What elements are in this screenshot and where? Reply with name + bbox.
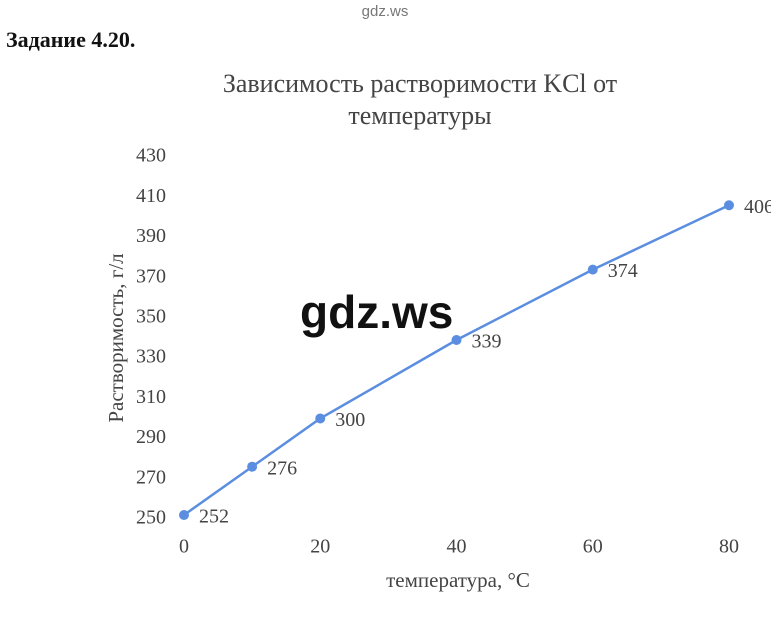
data-point (451, 335, 462, 346)
y-tick-label: 430 (136, 145, 166, 167)
data-label: 276 (267, 457, 297, 479)
chart-title: Зависимость растворимости KCl от темпера… (222, 69, 618, 130)
x-tick-label: 20 (310, 536, 330, 558)
y-tick-label: 310 (136, 386, 166, 408)
data-label: 339 (472, 331, 502, 353)
data-point (247, 461, 258, 472)
data-label: 406 (744, 196, 771, 218)
y-tick-label: 270 (136, 466, 166, 488)
data-label: 300 (335, 409, 365, 431)
watermark-top: gdz.ws (362, 3, 409, 20)
y-tick-label: 410 (136, 185, 166, 207)
data-label: 374 (608, 260, 638, 282)
data-point (179, 509, 189, 520)
y-tick-label: 250 (136, 507, 166, 529)
y-axis-title: Растворимость, г/л (104, 253, 128, 422)
y-tick-label: 330 (136, 346, 166, 368)
y-tick-label: 370 (136, 265, 166, 287)
x-axis-title: температура, °C (386, 568, 530, 592)
y-tick-label: 290 (136, 426, 166, 448)
data-label: 252 (199, 506, 229, 528)
y-tick-label: 390 (136, 225, 166, 247)
data-point (587, 264, 598, 275)
x-tick-label: 0 (179, 536, 189, 558)
data-point (724, 200, 734, 211)
watermark: gdz.ws (300, 286, 454, 338)
data-point (315, 413, 326, 424)
x-tick-label: 60 (583, 536, 603, 558)
data-line (183, 204, 730, 516)
x-tick-label: 80 (719, 536, 739, 558)
heading: Задание 4.20. (6, 27, 135, 52)
y-tick-label: 350 (136, 305, 166, 327)
x-tick-label: 40 (447, 536, 467, 558)
